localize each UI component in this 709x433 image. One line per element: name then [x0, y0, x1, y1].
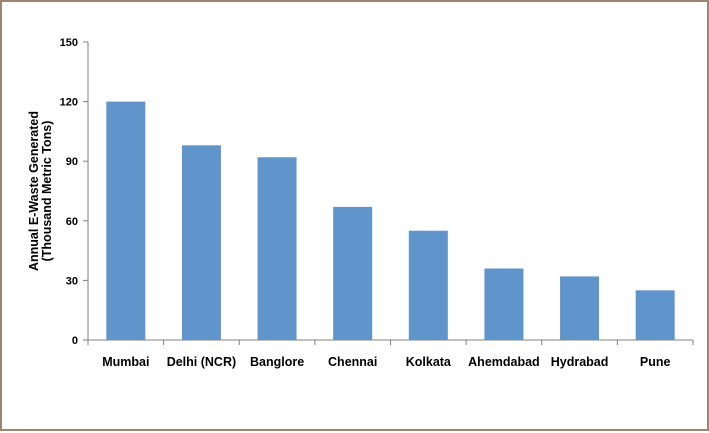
- plot-area: 0 30 60 90 120 150 Mumbai Delhi (NCR) Banglore Ch…: [60, 37, 694, 369]
- x-category-label: Delhi (NCR): [167, 355, 236, 369]
- y-tick-label: 0: [72, 335, 78, 347]
- bar: [333, 206, 373, 340]
- y-tick-label: 90: [66, 156, 78, 168]
- x-category-label: Mumbai: [102, 355, 149, 369]
- x-category-label: Ahemdabad: [468, 355, 540, 369]
- x-category-label: Chennai: [328, 355, 377, 369]
- bar: [484, 268, 524, 340]
- y-tick-label: 60: [66, 216, 78, 228]
- y-tick-label: 30: [66, 275, 78, 287]
- y-tick-label: 150: [60, 37, 78, 49]
- bar: [635, 290, 675, 340]
- bar: [106, 101, 146, 340]
- y-tick-label: 120: [60, 97, 78, 109]
- x-category-label: Kolkata: [406, 355, 452, 369]
- x-category-label: Banglore: [250, 355, 304, 369]
- y-axis-label-line-2: (Thousand Metric Tons): [40, 121, 54, 262]
- bar: [181, 145, 221, 340]
- bar: [408, 230, 448, 340]
- y-axis-label: Annual E-Waste Generated (Thousand Metri…: [27, 111, 54, 271]
- x-category-label: Hydrabad: [551, 355, 609, 369]
- bar: [560, 276, 600, 340]
- y-axis-label-line-1: Annual E-Waste Generated: [27, 111, 41, 271]
- bar: [257, 157, 297, 340]
- x-category-label: Pune: [640, 355, 671, 369]
